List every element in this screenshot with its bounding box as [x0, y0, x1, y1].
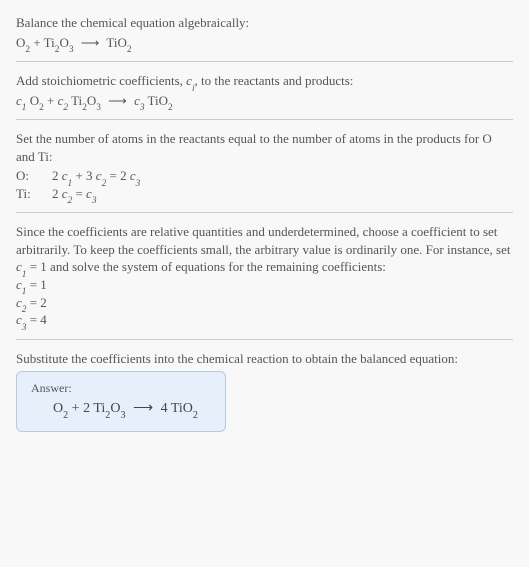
intro-text: Since the coefficients are relative quan…: [16, 223, 513, 276]
section-substitute: Substitute the coefficients into the che…: [16, 350, 513, 368]
equation: 2 c2 = c3: [52, 185, 97, 203]
intro-text: Balance the chemical equation algebraica…: [16, 14, 513, 32]
arrow-icon: ⟶: [108, 92, 127, 110]
value-c3: c3 = 4: [16, 311, 513, 329]
intro-text: Substitute the coefficients into the che…: [16, 350, 513, 368]
answer-box: Answer: O2 + 2 Ti2O3 ⟶ 4 TiO2: [16, 371, 226, 432]
solution-values: c1 = 1 c2 = 2 c3 = 4: [16, 276, 513, 329]
intro-text: Add stoichiometric coefficients, ci, to …: [16, 72, 513, 90]
coef-symbol: ci: [186, 73, 194, 88]
constraint-o: O: 2 c1 + 3 c2 = 2 c3: [16, 167, 513, 185]
arrow-icon: ⟶: [81, 34, 100, 52]
species-tio2: TiO2: [106, 35, 131, 50]
equation: 2 c1 + 3 c2 = 2 c3: [52, 167, 140, 185]
element-label: O:: [16, 167, 42, 185]
unbalanced-reaction: O2 + Ti2O3 ⟶ TiO2: [16, 34, 513, 52]
element-label: Ti:: [16, 185, 42, 203]
species-ti2o3: Ti2O3: [44, 35, 74, 50]
section-atom-balance: Set the number of atoms in the reactants…: [16, 130, 513, 213]
value-c2: c2 = 2: [16, 294, 513, 312]
constraint-ti: Ti: 2 c2 = c3: [16, 185, 513, 203]
species-o2: O2: [16, 35, 30, 50]
balanced-equation: O2 + 2 Ti2O3 ⟶ 4 TiO2: [31, 400, 211, 419]
intro-text: Set the number of atoms in the reactants…: [16, 130, 513, 165]
constraints-table: O: 2 c1 + 3 c2 = 2 c3 Ti: 2 c2 = c3: [16, 167, 513, 202]
value-c1: c1 = 1: [16, 276, 513, 294]
section-solve: Since the coefficients are relative quan…: [16, 223, 513, 339]
section-balance-intro: Balance the chemical equation algebraica…: [16, 14, 513, 62]
arrow-icon: ⟶: [133, 400, 153, 419]
answer-title: Answer:: [31, 380, 211, 396]
section-add-coefficients: Add stoichiometric coefficients, ci, to …: [16, 72, 513, 120]
coef-reaction: c1 O2 + c2 Ti2O3 ⟶ c3 TiO2: [16, 92, 513, 110]
